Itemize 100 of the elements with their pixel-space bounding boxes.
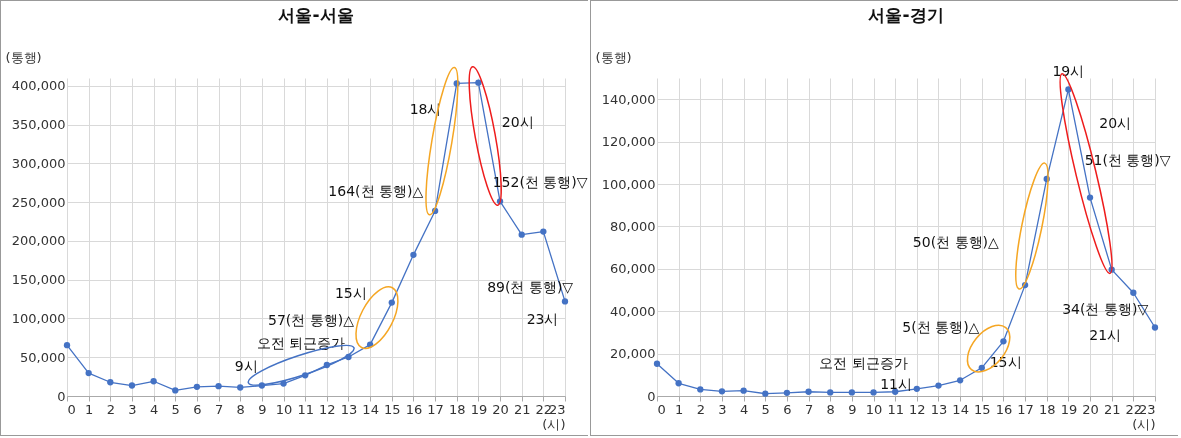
y-tick-label: 300,000	[11, 155, 66, 171]
point	[1130, 289, 1137, 296]
point	[697, 386, 704, 393]
x-tick-label: 14	[952, 401, 969, 417]
y-tick-label: 50,000	[20, 349, 66, 365]
y-tick-label: 0	[57, 388, 66, 404]
annotation: 15시	[334, 285, 367, 302]
x-tick-label: 17	[1017, 401, 1034, 417]
x-tick-label: 6	[783, 401, 792, 417]
point	[410, 251, 417, 258]
point	[740, 387, 747, 394]
point	[237, 384, 244, 391]
x-tick-label: 14	[362, 401, 379, 417]
x-tick-label: 16	[405, 401, 423, 417]
y-tick-label: 350,000	[11, 117, 66, 133]
y-tick-label: 150,000	[11, 272, 66, 288]
annotation: 89(천 통행)▽	[487, 278, 574, 295]
x-tick-label: 21	[1103, 401, 1121, 417]
point	[675, 380, 682, 387]
annotation: 164(천 통행)△	[328, 183, 424, 200]
y-tick-label: 60,000	[610, 261, 656, 277]
x-tick-label: 1	[85, 401, 94, 417]
point	[540, 228, 547, 235]
point	[978, 364, 985, 371]
x-tick-label: 9	[258, 401, 267, 417]
y-tick-label: 20,000	[610, 346, 656, 362]
x-tick-label: 12	[909, 401, 926, 417]
annotation: 5(천 통행)△	[902, 318, 980, 335]
point	[193, 383, 201, 390]
point	[561, 298, 569, 305]
point	[1000, 338, 1007, 345]
y-tick-label: 80,000	[610, 218, 656, 234]
point	[518, 231, 525, 238]
y-tick-label: 140,000	[601, 91, 656, 107]
point	[107, 379, 114, 386]
x-tick-label: 17	[427, 401, 444, 417]
x-tick-label: 13	[930, 401, 948, 417]
x-tick-label: 7	[804, 401, 814, 417]
x-tick-label: 18	[1038, 401, 1056, 417]
x-tick-label: 0	[657, 401, 666, 417]
annotation: 50(천 통행)△	[912, 234, 999, 251]
y-tick-label: 250,000	[11, 194, 66, 210]
x-tick-label: 21	[513, 401, 531, 417]
point	[475, 79, 482, 86]
annotation: 23시	[526, 310, 559, 327]
point	[913, 385, 920, 392]
annotation: 9시	[234, 358, 258, 375]
x-tick-label: 3	[128, 401, 137, 417]
point	[215, 382, 222, 390]
y-tick-label: 100,000	[601, 176, 656, 192]
chart-title: 서울-서울	[278, 5, 354, 25]
point	[956, 377, 964, 384]
y-axis-title: (통행)	[5, 49, 42, 65]
point	[827, 389, 834, 396]
x-tick-label: 9	[848, 401, 857, 417]
chart-title: 서울-경기	[868, 5, 944, 25]
x-tick-label: 11	[297, 401, 314, 417]
y-tick-label: 0	[647, 388, 656, 404]
x-tick-label: 8	[236, 401, 245, 417]
x-tick-label: 2	[696, 401, 705, 417]
point	[63, 342, 71, 349]
y-tick-label: 120,000	[601, 134, 656, 150]
x-tick-label: 20	[1082, 401, 1099, 417]
x-tick-label: 12	[319, 401, 336, 417]
y-tick-label: 400,000	[11, 78, 66, 94]
x-tick-label: 10	[275, 401, 293, 417]
point	[783, 389, 791, 396]
y-axis-title: (통행)	[595, 49, 632, 65]
x-tick-label: 15	[974, 401, 991, 417]
x-tick-label: 8	[826, 401, 835, 417]
point	[388, 299, 395, 306]
x-tick-label: 5	[171, 401, 180, 417]
x-tick-label: 19	[1060, 401, 1078, 417]
point	[172, 387, 179, 394]
x-tick-label: 2	[106, 401, 115, 417]
x-tick-label: 4	[739, 401, 749, 417]
point	[718, 388, 726, 395]
point	[870, 389, 877, 396]
y-tick-label: 100,000	[11, 310, 66, 326]
annotation: 19시	[1052, 62, 1085, 79]
point	[1086, 194, 1094, 201]
point	[653, 360, 661, 367]
x-axis-title: (시)	[542, 416, 566, 432]
annotation: 20시	[501, 113, 534, 130]
point	[935, 382, 942, 389]
point	[805, 388, 812, 395]
annotation: 오전 퇴근증가	[256, 334, 346, 351]
x-tick-label: 6	[193, 401, 202, 417]
x-tick-label: 16	[995, 401, 1013, 417]
point	[848, 389, 856, 396]
x-tick-label: 7	[214, 401, 224, 417]
y-tick-label: 200,000	[11, 233, 66, 249]
x-tick-label: 4	[149, 401, 159, 417]
x-tick-label: 19	[470, 401, 488, 417]
annotation: 11시	[880, 375, 912, 392]
point	[85, 369, 92, 377]
x-tick-label: 5	[761, 401, 770, 417]
x-tick-label: 3	[718, 401, 727, 417]
x-tick-label: 18	[448, 401, 466, 417]
annotation: 57(천 통행)△	[268, 312, 355, 329]
